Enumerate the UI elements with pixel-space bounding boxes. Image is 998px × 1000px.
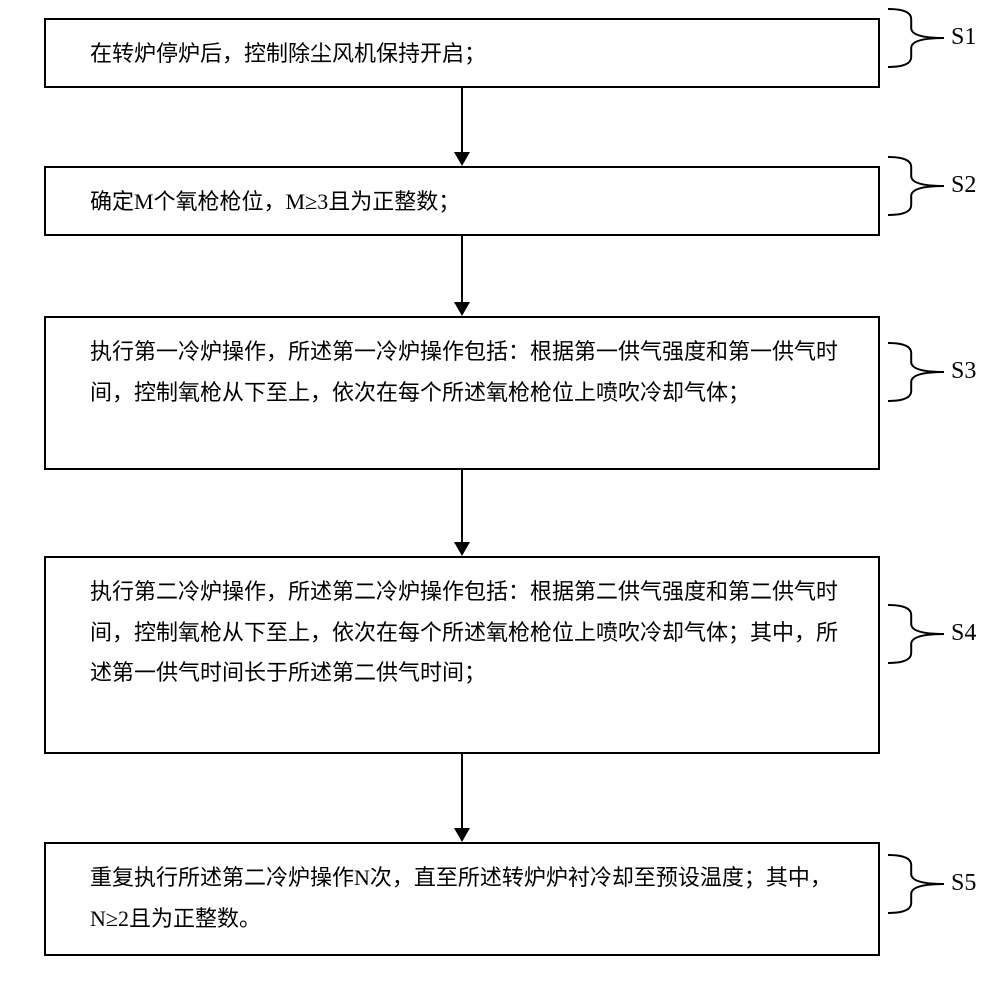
- brace-s1: [886, 7, 946, 69]
- step-box-s4: 执行第二冷炉操作，所述第二冷炉操作包括：根据第二供气强度和第二供气时间，控制氧枪…: [44, 556, 880, 754]
- arrow-head-4: [454, 828, 470, 842]
- step-box-s2: 确定M个氧枪枪位，M≥3且为正整数；: [44, 166, 880, 236]
- arrow-line-2: [461, 236, 463, 302]
- arrow-line-1: [461, 88, 463, 152]
- step-label-s2: S2: [951, 172, 976, 199]
- arrow-line-3: [461, 470, 463, 542]
- step-box-s3: 执行第一冷炉操作，所述第一冷炉操作包括：根据第一供气强度和第一供气时间，控制氧枪…: [44, 316, 880, 470]
- flowchart-canvas: 在转炉停炉后，控制除尘风机保持开启； S1 确定M个氧枪枪位，M≥3且为正整数； S2…: [0, 0, 998, 1000]
- brace-s3: [886, 341, 946, 403]
- arrow-head-3: [454, 542, 470, 556]
- step-box-s1: 在转炉停炉后，控制除尘风机保持开启；: [44, 18, 880, 88]
- step-box-s5: 重复执行所述第二冷炉操作N次，直至所述转炉炉衬冷却至预设温度；其中，N≥2且为正…: [44, 842, 880, 956]
- step-label-s4: S4: [951, 620, 976, 647]
- step-label-s1: S1: [951, 24, 976, 51]
- step-label-s3: S3: [951, 358, 976, 385]
- arrow-head-2: [454, 302, 470, 316]
- brace-s2: [886, 155, 946, 217]
- arrow-head-1: [454, 152, 470, 166]
- step-label-s5: S5: [951, 870, 976, 897]
- arrow-line-4: [461, 754, 463, 828]
- brace-s4: [886, 603, 946, 665]
- brace-s5: [886, 853, 946, 915]
